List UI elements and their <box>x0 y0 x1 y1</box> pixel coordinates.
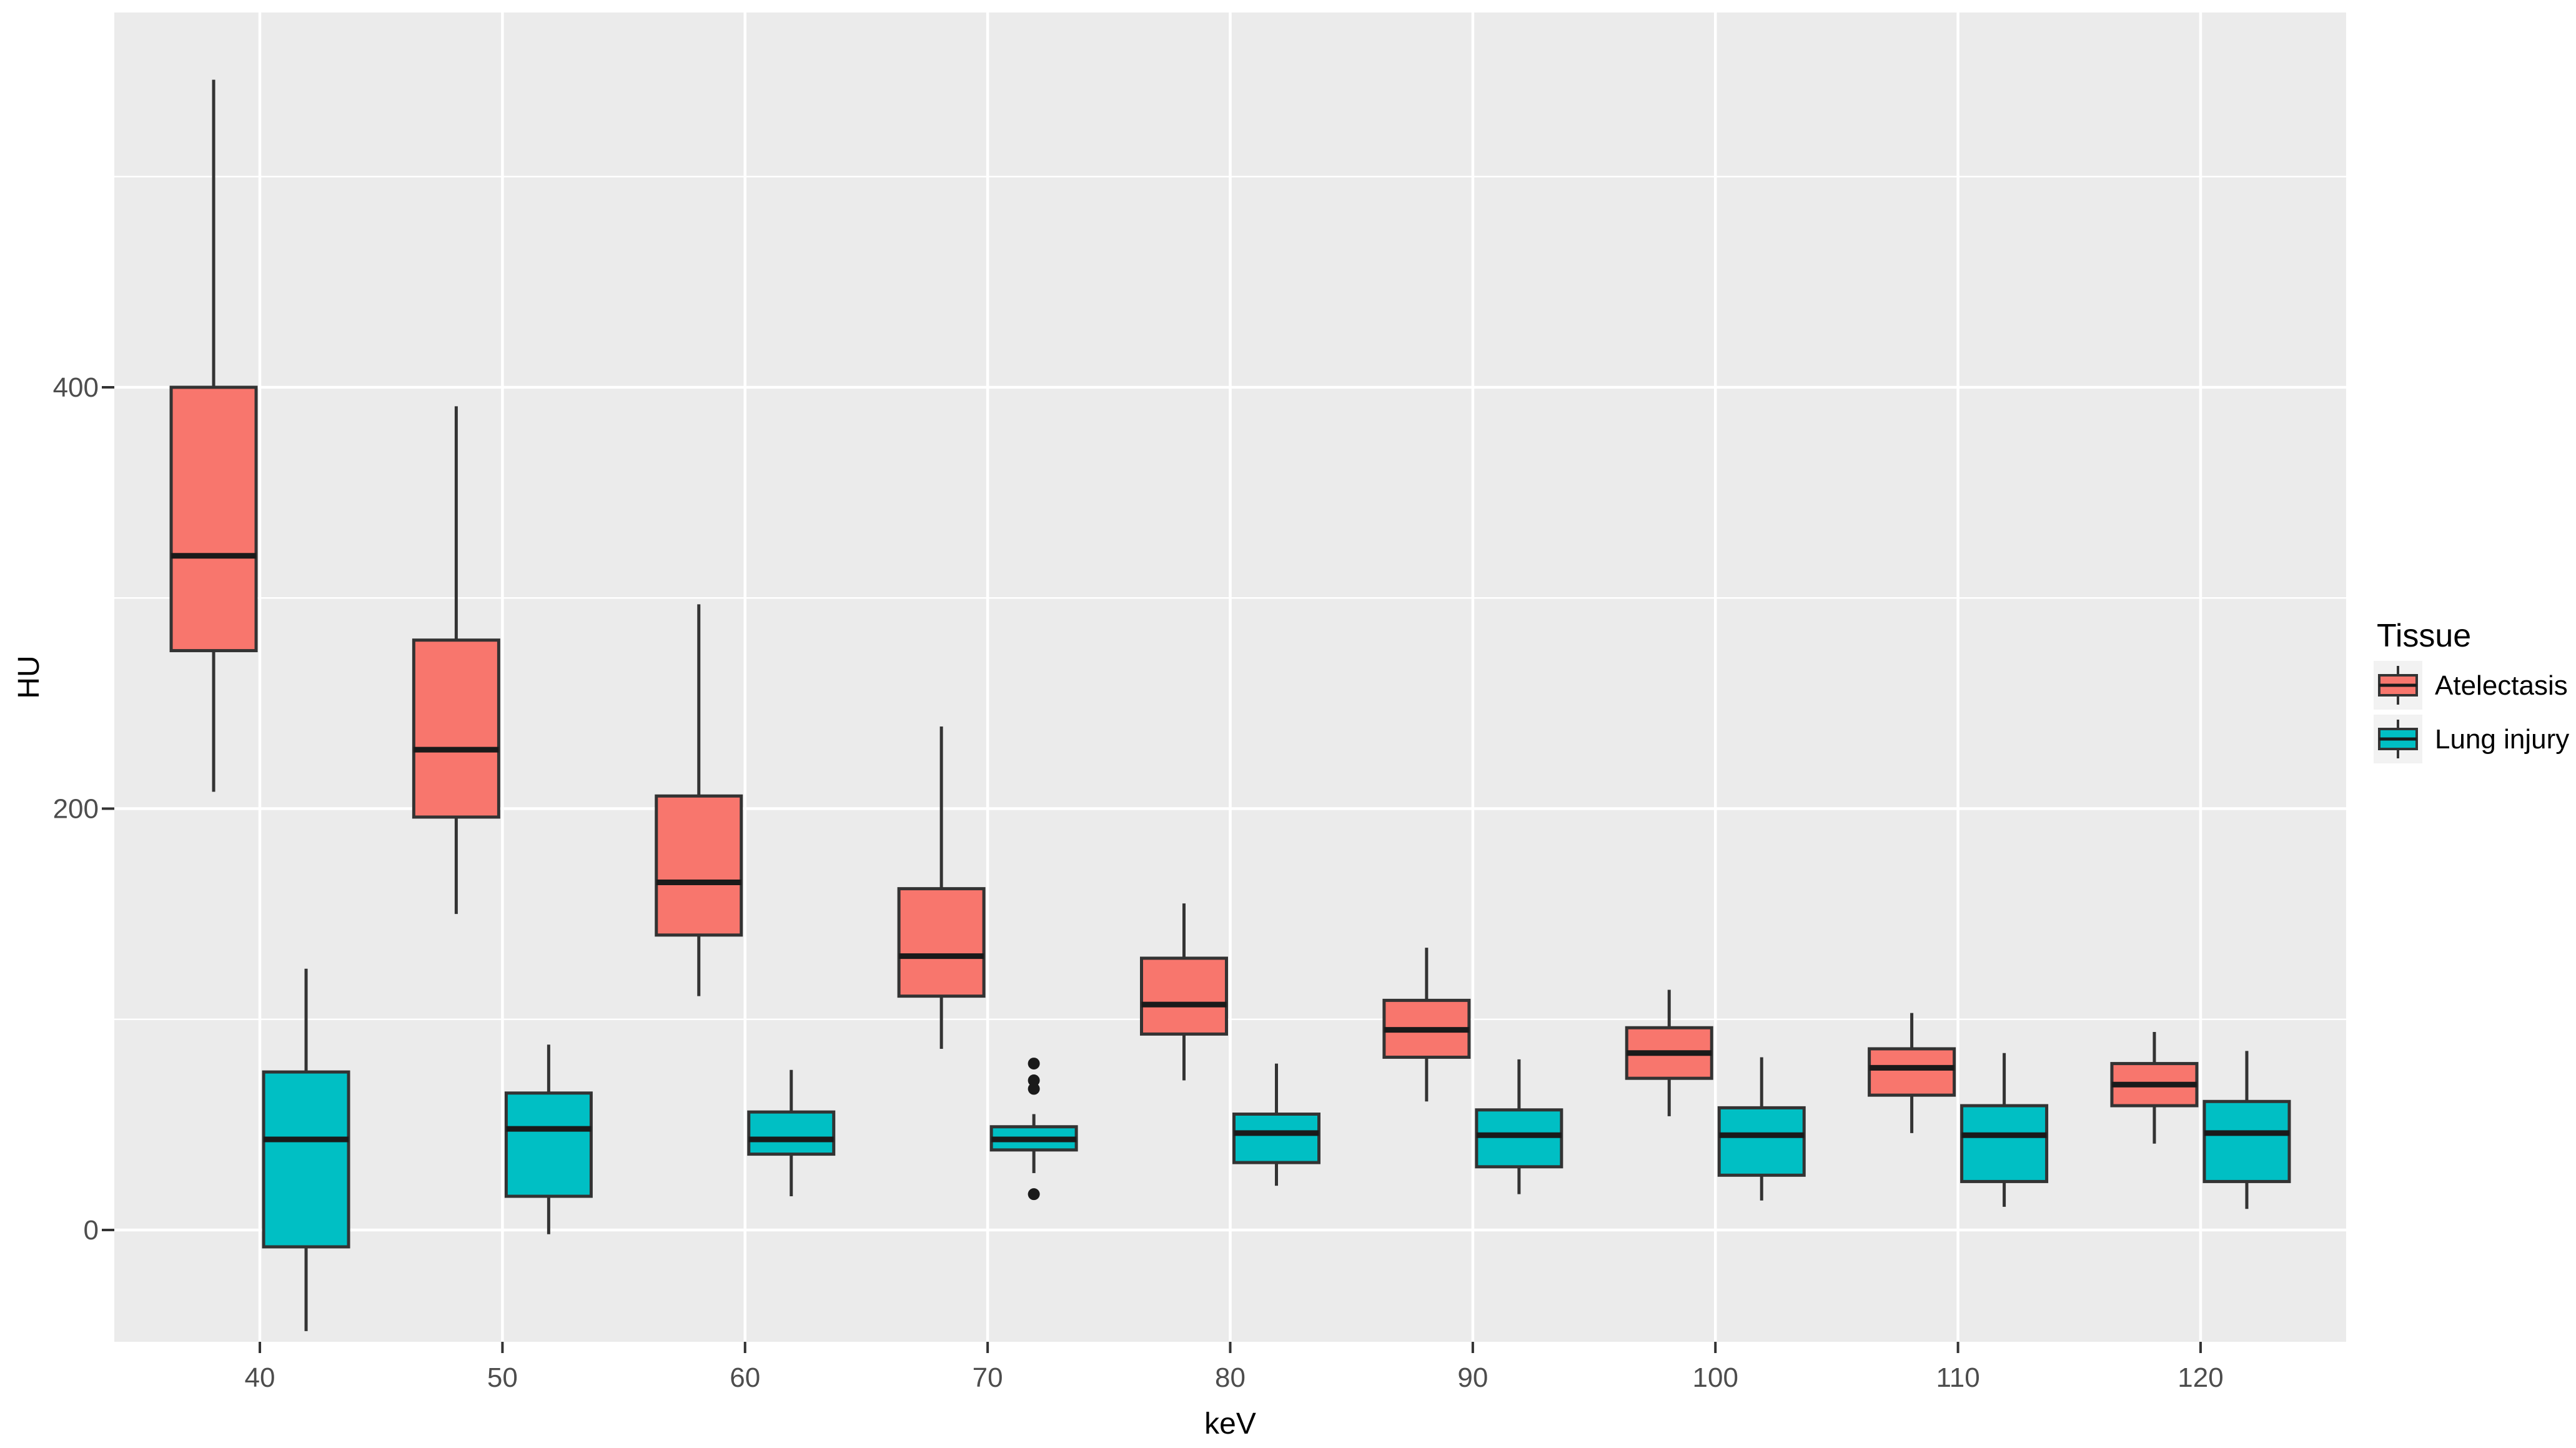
legend-entry-atelectasis: Atelectasis <box>2374 661 2568 710</box>
iqr-box <box>1475 1108 1563 1169</box>
box-lung-injury-120 <box>2202 1051 2291 1209</box>
y-tick-label-0: 0 <box>84 1215 99 1246</box>
legend-boxplot-glyph-atelectasis <box>2378 666 2418 705</box>
x-tick-label-50: 50 <box>487 1362 518 1393</box>
x-tick-label-110: 110 <box>1936 1362 1980 1393</box>
box-lung-injury-60 <box>747 1069 836 1197</box>
legend-boxplot-glyph-lung-injury <box>2378 720 2418 758</box>
x-tick-label-90: 90 <box>1457 1362 1488 1393</box>
box-lung-injury-100 <box>1717 1057 1806 1201</box>
x-axis-title: keV <box>1204 1407 1256 1441</box>
x-tick-label-40: 40 <box>245 1362 275 1393</box>
box-atelectasis-60 <box>655 604 743 996</box>
iqr-box <box>1140 956 1228 1036</box>
x-tick-label-120: 120 <box>2177 1362 2223 1393</box>
x-tick-label-60: 60 <box>730 1362 760 1393</box>
box-lung-injury-110 <box>1960 1053 2049 1207</box>
iqr-box <box>1232 1113 1320 1164</box>
legend-label-lung-injury: Lung injury <box>2435 724 2569 755</box>
box-atelectasis-100 <box>1625 989 1713 1116</box>
outlier-dot <box>1028 1188 1040 1201</box>
box-atelectasis-80 <box>1140 903 1228 1081</box>
box-lung-injury-40 <box>262 968 350 1331</box>
box-atelectasis-50 <box>412 406 500 915</box>
iqr-box <box>169 385 258 653</box>
iqr-box <box>1868 1047 1956 1097</box>
x-tick-label-100: 100 <box>1693 1362 1738 1393</box>
iqr-box <box>2202 1099 2291 1183</box>
legend-title: Tissue <box>2377 618 2471 654</box>
box-lung-injury-50 <box>504 1044 593 1234</box>
x-tick-label-70: 70 <box>973 1362 1003 1393</box>
legend-entry-lung-injury: Lung injury <box>2374 715 2569 763</box>
iqr-box <box>412 638 500 819</box>
iqr-box <box>504 1091 593 1198</box>
y-tick-label-400: 400 <box>53 372 99 403</box>
box-atelectasis-90 <box>1382 948 1471 1102</box>
y-axis-title: HU <box>12 655 46 698</box>
outlier-dot <box>1028 1074 1040 1087</box>
iqr-box <box>1717 1106 1806 1177</box>
y-tick-label-200: 200 <box>53 794 99 825</box>
outlier-dot <box>1028 1083 1040 1095</box>
box-atelectasis-110 <box>1868 1013 1956 1133</box>
iqr-box <box>262 1070 350 1249</box>
box-lung-injury-90 <box>1475 1059 1563 1194</box>
box-lung-injury-70 <box>989 1058 1078 1201</box>
iqr-box <box>897 887 986 998</box>
box-atelectasis-40 <box>169 79 258 792</box>
legend-label-atelectasis: Atelectasis <box>2435 670 2568 701</box>
box-atelectasis-120 <box>2110 1031 2199 1144</box>
iqr-box <box>1960 1104 2049 1183</box>
iqr-box <box>747 1110 836 1156</box>
box-atelectasis-70 <box>897 726 986 1049</box>
outlier-dot <box>1028 1058 1040 1070</box>
iqr-box <box>655 794 743 937</box>
x-tick-label-80: 80 <box>1215 1362 1246 1393</box>
box-lung-injury-80 <box>1232 1063 1320 1186</box>
